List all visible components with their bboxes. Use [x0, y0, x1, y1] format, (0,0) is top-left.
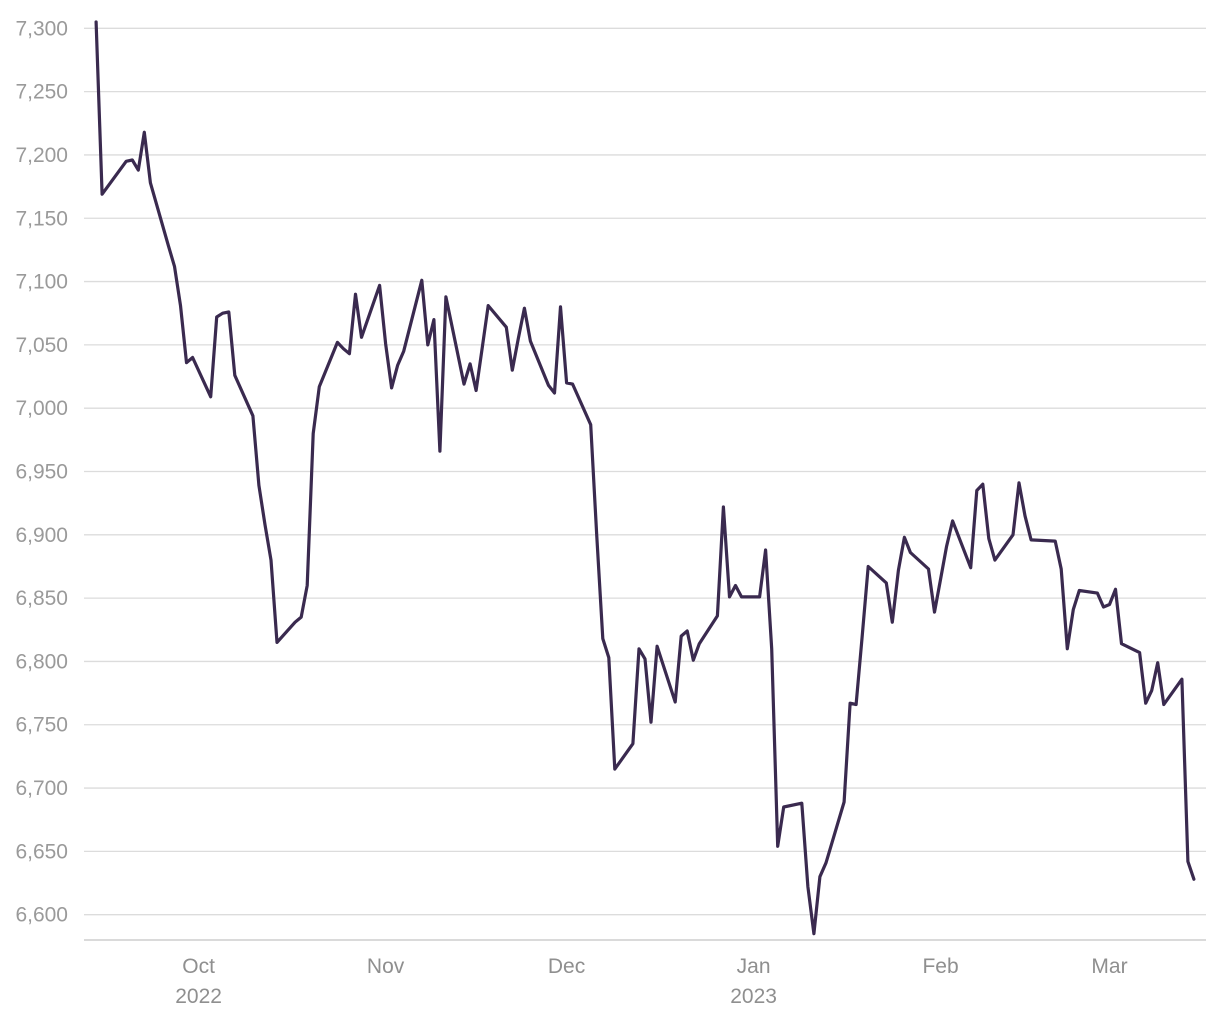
x-axis-tick-labels: Oct 2022 Nov Dec Jan 2023 Feb Mar [175, 955, 1127, 1008]
x-tick-year-3: 2023 [730, 985, 777, 1008]
x-tick-label-1: Nov [367, 955, 405, 978]
x-tick-year-0: 2022 [175, 985, 222, 1008]
y-tick-label-3: 6,750 [15, 714, 68, 737]
y-tick-label-8: 7,000 [15, 397, 68, 420]
y-tick-label-10: 7,100 [15, 271, 68, 294]
y-tick-label-5: 6,850 [15, 587, 68, 610]
x-tick-label-0: Oct [182, 955, 215, 978]
y-tick-label-0: 6,600 [15, 904, 68, 927]
y-tick-label-2: 6,700 [15, 777, 68, 800]
y-tick-label-9: 7,050 [15, 334, 68, 357]
x-tick-label-4: Feb [922, 955, 958, 978]
y-tick-label-6: 6,900 [15, 524, 68, 547]
y-tick-label-12: 7,200 [15, 144, 68, 167]
y-tick-label-11: 7,150 [15, 207, 68, 230]
x-tick-label-3: Jan [737, 955, 771, 978]
gridlines [84, 27, 1206, 916]
y-tick-label-14: 7,300 [15, 17, 68, 40]
y-tick-label-4: 6,800 [15, 650, 68, 673]
y-tick-label-1: 6,650 [15, 840, 68, 863]
y-axis-tick-labels: 6,600 6,650 6,700 6,750 6,800 6,850 6,900 6,950… [15, 17, 68, 926]
y-tick-label-7: 6,950 [15, 461, 68, 484]
series-line-0 [94, 20, 1196, 936]
y-tick-label-13: 7,250 [15, 81, 68, 104]
series-layer [94, 20, 1196, 936]
x-tick-label-5: Mar [1091, 955, 1127, 978]
x-tick-label-2: Dec [548, 955, 585, 978]
